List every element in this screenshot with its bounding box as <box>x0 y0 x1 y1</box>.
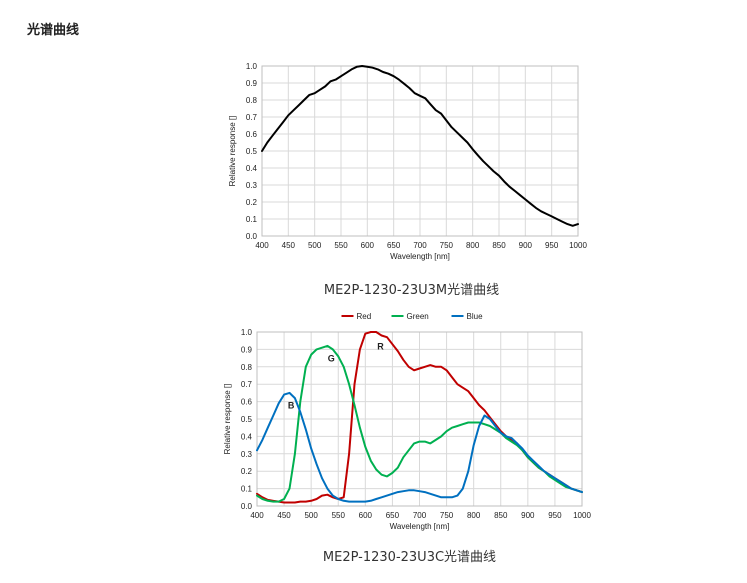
x-tick-label: 600 <box>361 241 375 250</box>
y-tick-label: 0.8 <box>246 96 258 105</box>
x-tick-label: 550 <box>334 241 348 250</box>
x-tick-label: 800 <box>466 241 480 250</box>
x-tick-label: 950 <box>545 241 559 250</box>
x-tick-label: 400 <box>250 511 264 520</box>
x-tick-label: 650 <box>386 511 400 520</box>
x-tick-label: 600 <box>359 511 373 520</box>
y-tick-label: 0.1 <box>241 485 253 494</box>
legend-label-red: Red <box>357 312 372 321</box>
green-series-line <box>256 344 583 503</box>
x-tick-label: 900 <box>519 241 533 250</box>
x-tick-label: 950 <box>548 511 562 520</box>
mono-spectral-chart: 400 450 500 550 600 650 700 750 800 850 900 950 1000… <box>228 62 587 261</box>
y-tick-label: 0.1 <box>246 215 258 224</box>
y-tick-label: 0.3 <box>241 450 253 459</box>
legend-label-blue: Blue <box>467 312 484 321</box>
curve-annotation: R <box>377 341 384 351</box>
x-tick-label: 700 <box>413 511 427 520</box>
curve-annotation: G <box>328 354 335 364</box>
y-tick-label: 0.4 <box>241 432 253 441</box>
y-axis-label: Relative response [] <box>228 116 237 187</box>
x-axis-label: Wavelength [nm] <box>390 522 450 531</box>
y-tick-label: 0.3 <box>246 181 258 190</box>
y-tick-label: 0.7 <box>246 113 258 122</box>
y-tick-label: 0.0 <box>246 232 258 241</box>
x-tick-label: 550 <box>332 511 346 520</box>
chart1-caption: ME2P-1230-23U3M光谱曲线 <box>323 283 500 298</box>
curve-annotation: B <box>288 401 295 411</box>
x-tick-label: 1000 <box>569 241 587 250</box>
response-series-line <box>261 65 579 227</box>
x-tick-label: 1000 <box>573 511 591 520</box>
legend-label-green: Green <box>407 312 429 321</box>
x-axis-label: Wavelength [nm] <box>390 252 450 261</box>
x-tick-label: 900 <box>521 511 535 520</box>
y-tick-label: 0.6 <box>241 398 253 407</box>
y-tick-label: 0.4 <box>246 164 258 173</box>
y-axis-label: Relative response [] <box>223 384 232 455</box>
y-tick-label: 0.7 <box>241 380 253 389</box>
y-tick-label: 0.2 <box>246 198 258 207</box>
y-tick-label: 0.9 <box>241 345 253 354</box>
chart2-caption: ME2P-1230-23U3C光谱曲线 <box>322 550 497 565</box>
section-title: 光谱曲线 <box>27 23 80 38</box>
x-tick-label: 800 <box>467 511 481 520</box>
x-tick-label: 750 <box>440 241 454 250</box>
x-tick-label: 700 <box>413 241 427 250</box>
x-tick-label: 500 <box>304 511 318 520</box>
y-tick-label: 0.5 <box>241 415 253 424</box>
x-tick-label: 650 <box>387 241 401 250</box>
y-tick-label: 0.6 <box>246 130 258 139</box>
x-tick-label: 850 <box>494 511 508 520</box>
y-tick-label: 0.9 <box>246 79 258 88</box>
x-tick-label: 500 <box>308 241 322 250</box>
x-tick-label: 400 <box>255 241 269 250</box>
y-tick-label: 1.0 <box>241 328 253 337</box>
y-tick-label: 0.5 <box>246 147 258 156</box>
color-spectral-chart: 400 450 500 550 600 650 700 750 800 850 900 950 1000… <box>223 312 591 531</box>
x-tick-label: 450 <box>277 511 291 520</box>
x-tick-label: 450 <box>282 241 296 250</box>
x-tick-label: 750 <box>440 511 454 520</box>
blue-series-line <box>256 391 583 503</box>
y-tick-label: 0.2 <box>241 467 253 476</box>
y-tick-label: 0.8 <box>241 363 253 372</box>
x-tick-label: 850 <box>492 241 506 250</box>
plot-frame <box>256 331 583 507</box>
y-tick-label: 0.0 <box>241 502 253 511</box>
y-tick-label: 1.0 <box>246 62 258 71</box>
